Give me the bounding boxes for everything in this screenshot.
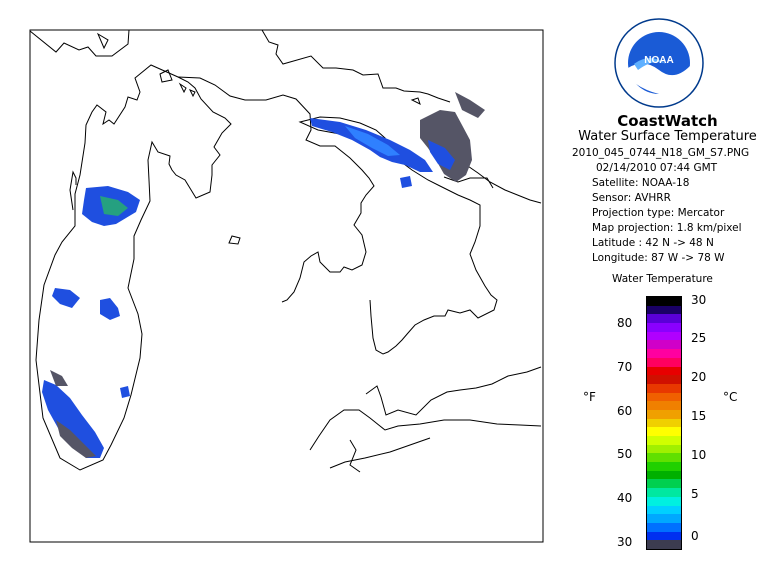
product-longitude: Longitude: 87 W -> 78 W bbox=[592, 252, 725, 264]
celsius-tick-label: 10 bbox=[691, 448, 707, 462]
color-scale-segment bbox=[647, 349, 681, 358]
feature-west-shore-1 bbox=[52, 288, 80, 308]
color-scale-segment bbox=[647, 323, 681, 332]
unit-celsius: °C bbox=[723, 390, 738, 404]
map-frame bbox=[29, 29, 544, 543]
feature-north-channel-light bbox=[345, 126, 400, 156]
color-scale-segment bbox=[647, 427, 681, 436]
straits-shore bbox=[177, 76, 375, 303]
product-projection-type: Projection type: Mercator bbox=[592, 207, 725, 219]
fahrenheit-tick-label: 30 bbox=[617, 535, 633, 549]
color-scale-segment bbox=[647, 392, 681, 402]
color-scale-segment bbox=[647, 314, 681, 324]
lake-erie-north-shore bbox=[329, 437, 431, 469]
color-scale-segment bbox=[647, 357, 681, 367]
fahrenheit-tick-label: 40 bbox=[617, 491, 633, 505]
unit-fahrenheit: °F bbox=[583, 390, 596, 404]
lake-michigan-shore bbox=[35, 64, 232, 471]
lake-st-clair bbox=[349, 439, 361, 473]
lake-huron-east-shore bbox=[329, 129, 498, 355]
product-satellite: Satellite: NOAA-18 bbox=[592, 177, 690, 189]
product-filename: 2010_045_0744_N18_GM_S7.PNG bbox=[572, 147, 750, 159]
feature-georgian-blue bbox=[428, 140, 455, 170]
legend-title: Water Temperature bbox=[612, 273, 713, 285]
feature-west-shore-2 bbox=[100, 298, 120, 320]
fahrenheit-tick-label: 80 bbox=[617, 316, 633, 330]
color-scale-bar bbox=[646, 296, 682, 550]
fahrenheit-tick-label: 70 bbox=[617, 360, 633, 374]
feature-south-lake-gray bbox=[56, 420, 96, 458]
feature-erie-dots bbox=[400, 176, 412, 188]
coastlines bbox=[29, 29, 542, 473]
fahrenheit-tick-label: 50 bbox=[617, 447, 633, 461]
color-scale-segment bbox=[647, 470, 681, 480]
small-island-3 bbox=[410, 97, 421, 105]
color-scale-segment bbox=[647, 375, 681, 384]
color-scale-segment bbox=[647, 453, 681, 463]
small-island-1 bbox=[159, 69, 173, 83]
lake-erie-south-shore bbox=[309, 409, 542, 451]
celsius-tick-label: 30 bbox=[691, 293, 707, 307]
color-scale-segment bbox=[647, 383, 681, 393]
color-scale-segment bbox=[647, 297, 681, 306]
small-island-4 bbox=[178, 82, 187, 94]
celsius-tick-label: 0 bbox=[691, 529, 699, 543]
product-sensor: Sensor: AVHRR bbox=[592, 192, 671, 204]
bruce-shore bbox=[443, 176, 494, 189]
feature-south-lake-gray-2 bbox=[50, 370, 68, 386]
color-scale-segment bbox=[647, 505, 681, 515]
feature-gray-2 bbox=[455, 92, 485, 118]
color-scale-segment bbox=[647, 340, 681, 350]
noaa-logo: NOAA bbox=[614, 18, 704, 108]
color-scale-segment bbox=[647, 305, 681, 315]
color-scale-segment bbox=[647, 531, 681, 541]
fahrenheit-tick-label: 60 bbox=[617, 404, 633, 418]
feature-georgian-gray bbox=[420, 110, 472, 182]
product-subtitle: Water Surface Temperature bbox=[578, 129, 757, 144]
color-scale-segment bbox=[647, 366, 681, 376]
temperature-features bbox=[42, 92, 485, 458]
upper-peninsula-coast bbox=[29, 29, 130, 57]
color-scale-segment bbox=[647, 479, 681, 489]
feature-green-bay-teal bbox=[100, 196, 128, 216]
color-scale-segment bbox=[647, 522, 681, 532]
lake-superior-shore bbox=[261, 29, 451, 103]
small-island-5 bbox=[96, 32, 109, 50]
product-map-projection: Map projection: 1.8 km/pixel bbox=[592, 222, 742, 234]
product-title: CoastWatch bbox=[617, 112, 718, 130]
feature-south-lake bbox=[42, 380, 104, 458]
celsius-tick-label: 15 bbox=[691, 409, 707, 423]
celsius-tick-label: 5 bbox=[691, 487, 699, 501]
beaver-island bbox=[228, 235, 241, 245]
color-scale-segment bbox=[647, 462, 681, 471]
lake-erie-shore bbox=[365, 366, 542, 416]
color-scale-segment bbox=[647, 540, 681, 549]
noaa-logo-text: NOAA bbox=[644, 55, 673, 66]
green-bay-shore bbox=[69, 170, 77, 211]
color-scale-segment bbox=[647, 514, 681, 523]
color-scale-segment bbox=[647, 496, 681, 506]
celsius-tick-label: 20 bbox=[691, 370, 707, 384]
color-scale-segment bbox=[647, 436, 681, 445]
color-scale-segment bbox=[647, 488, 681, 497]
color-scale-segment bbox=[647, 418, 681, 428]
product-datetime: 02/14/2010 07:44 GMT bbox=[596, 162, 718, 174]
color-scale-segment bbox=[647, 331, 681, 341]
color-scale-segment bbox=[647, 444, 681, 454]
small-island-2 bbox=[188, 89, 196, 98]
feature-east-dots bbox=[120, 386, 130, 398]
celsius-tick-label: 25 bbox=[691, 331, 707, 345]
color-scale-segment bbox=[647, 401, 681, 410]
color-scale-segment bbox=[647, 409, 681, 419]
product-latitude: Latitude : 42 N -> 48 N bbox=[592, 237, 714, 249]
